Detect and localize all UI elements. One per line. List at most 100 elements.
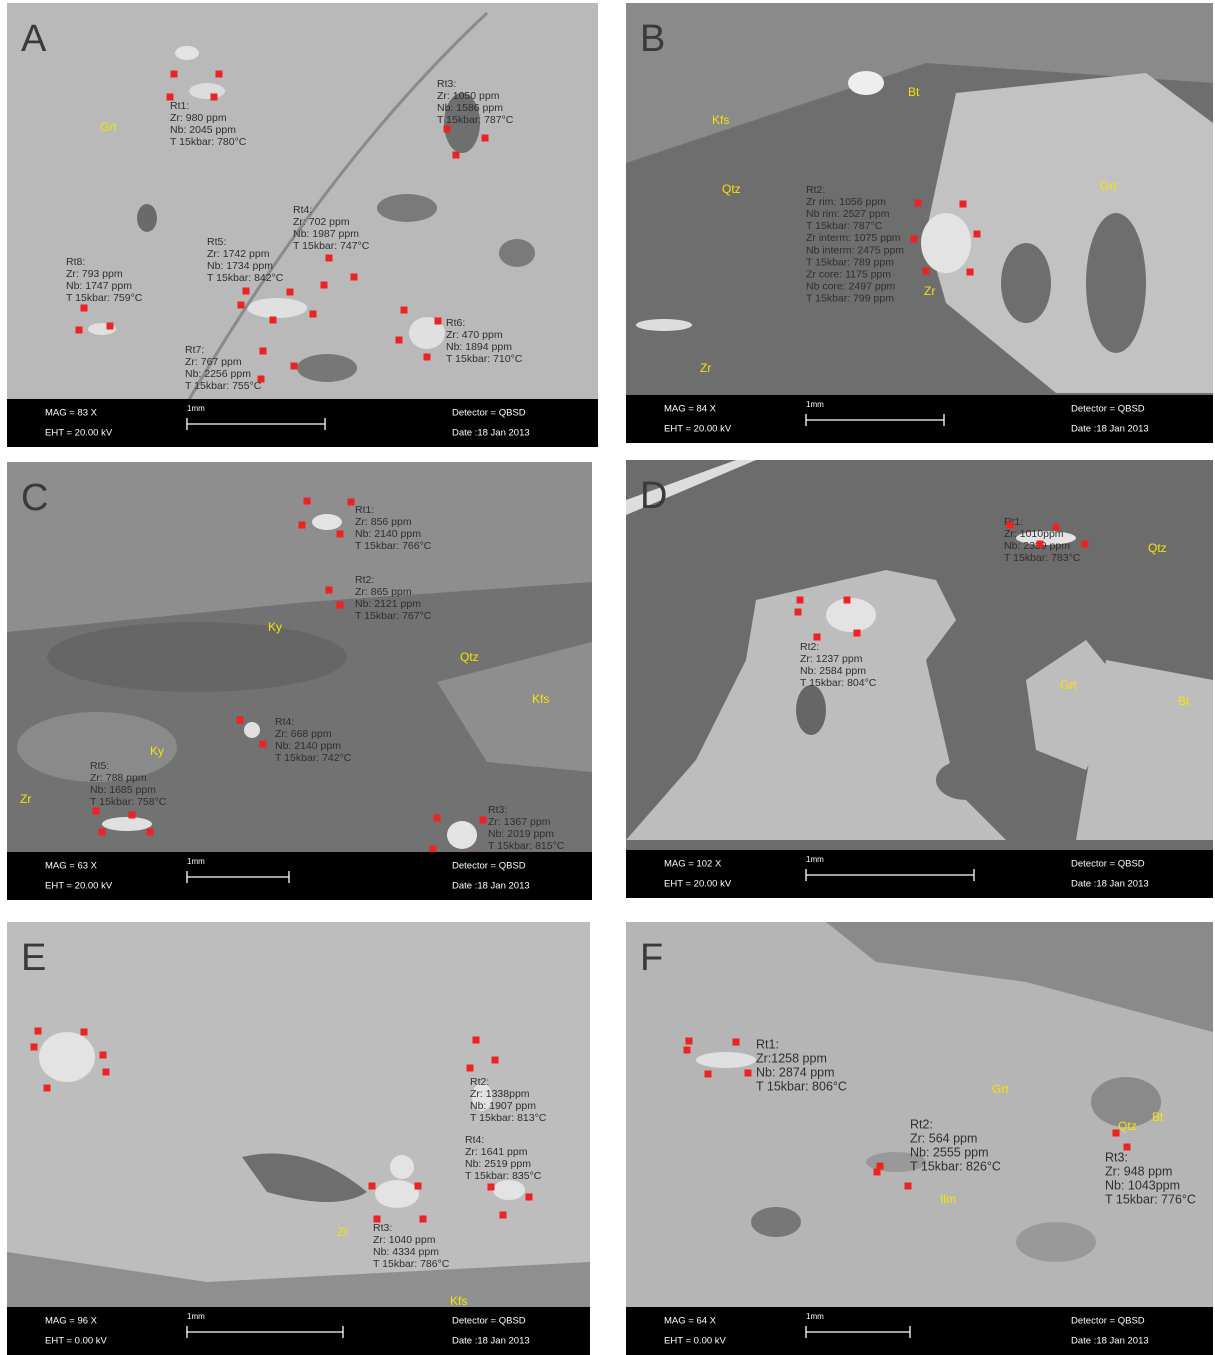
analysis-spot — [81, 1029, 88, 1036]
mineral-label: Ky — [268, 620, 282, 634]
mineral-grain — [47, 622, 347, 692]
detector: Detector = QBSD — [1071, 859, 1145, 870]
info-bar — [626, 1307, 1213, 1355]
rutile-annotation: Nb core: 2497 ppm — [806, 281, 896, 293]
analysis-spot — [854, 630, 861, 637]
mineral-grain — [696, 1052, 756, 1068]
rutile-annotation: Nb: 1747 ppm — [66, 280, 132, 292]
rutile-annotation: T 15kbar: 747°C — [293, 240, 370, 252]
mineral-label: Zr — [337, 1225, 348, 1239]
rutile-annotation: Nb rim: 2527 ppm — [806, 208, 890, 220]
analysis-spot — [430, 846, 437, 853]
rutile-annotation: Zr: 980 ppm — [170, 112, 227, 124]
rutile-annotation: Zr: 1742 ppm — [207, 248, 270, 260]
rutile-annotation: T 15kbar: 804°C — [800, 677, 877, 689]
analysis-spot — [444, 126, 451, 133]
analysis-spot — [337, 602, 344, 609]
analysis-spot — [326, 587, 333, 594]
mineral-label: Grt — [1060, 678, 1077, 692]
rutile-annotation: Nb: 1987 ppm — [293, 228, 359, 240]
mineral-grain — [499, 239, 535, 267]
rutile-annotation: Zr: 1641 ppm — [465, 1146, 528, 1158]
mineral-label: Ky — [150, 744, 164, 758]
rutile-annotation: Zr: 793 ppm — [66, 268, 123, 280]
mineral-grain — [493, 1180, 525, 1200]
magnification: MAG = 102 X — [664, 859, 722, 870]
mineral-grain — [244, 722, 260, 738]
rutile-annotation: Rt3: — [488, 804, 507, 816]
scale-label: 1mm — [187, 857, 205, 866]
analysis-spot — [238, 302, 245, 309]
analysis-spot — [797, 597, 804, 604]
panel-letter: D — [640, 475, 667, 517]
mineral-label: Grt — [992, 1082, 1009, 1096]
analysis-spot — [310, 311, 317, 318]
analysis-spot — [1082, 541, 1089, 548]
analysis-spot — [243, 288, 250, 295]
analysis-spot — [1007, 522, 1014, 529]
mineral-grain — [390, 1155, 414, 1179]
mineral-label: Kfs — [532, 692, 549, 706]
info-bar — [626, 850, 1213, 898]
analysis-spot — [424, 354, 431, 361]
mineral-grain — [1001, 243, 1051, 323]
rutile-annotation: Zr: 470 ppm — [446, 329, 503, 341]
mineral-label: Qtz — [460, 650, 479, 664]
rutile-annotation: Rt4: — [275, 716, 294, 728]
rutile-annotation: Rt4: — [465, 1134, 484, 1146]
mineral-grain — [247, 298, 307, 318]
rutile-annotation: T 15kbar: 786°C — [373, 1258, 450, 1270]
rutile-annotation: Rt6: — [446, 317, 465, 329]
analysis-spot — [291, 363, 298, 370]
rutile-annotation: Zr core: 1175 ppm — [806, 268, 891, 280]
rutile-annotation: Rt7: — [185, 344, 204, 356]
analysis-spot — [216, 71, 223, 78]
mineral-grain — [312, 514, 342, 530]
mineral-grain — [826, 598, 876, 632]
scale-label: 1mm — [806, 400, 824, 409]
mineral-label: Zr — [924, 284, 935, 298]
rutile-annotation: Rt1: — [170, 100, 189, 112]
mineral-grain — [1016, 1222, 1096, 1262]
info-bar — [626, 395, 1213, 443]
mineral-grain — [297, 354, 357, 382]
rutile-annotation: Zr: 1237 ppm — [800, 653, 863, 665]
mineral-label: Zr — [700, 361, 711, 375]
analysis-spot — [967, 269, 974, 276]
analysis-spot — [745, 1070, 752, 1077]
analysis-spot — [453, 152, 460, 159]
analysis-spot — [877, 1163, 884, 1170]
rutile-annotation: Nb: 1907 ppm — [470, 1100, 536, 1112]
analysis-spot — [500, 1212, 507, 1219]
panel-letter: C — [21, 477, 48, 519]
mineral-label: Qtz — [1118, 1119, 1137, 1133]
image-background — [7, 3, 598, 399]
rutile-annotation: T 15kbar: 780°C — [170, 136, 247, 148]
rutile-annotation: T 15kbar: 799 ppm — [806, 293, 894, 305]
rutile-annotation: Zr: 1367 ppm — [488, 816, 551, 828]
analysis-spot — [915, 200, 922, 207]
analysis-spot — [905, 1183, 912, 1190]
rutile-annotation: T 15kbar: 766°C — [355, 540, 432, 552]
magnification: MAG = 64 X — [664, 1316, 717, 1327]
analysis-spot — [337, 531, 344, 538]
mineral-label: Zr — [20, 792, 31, 806]
mineral-label: Grt — [100, 120, 117, 134]
sem-panel: FGrtQtzBtIlmRt1:Zr:1258 ppmNb: 2874 ppmT… — [626, 922, 1213, 1355]
mineral-grain — [377, 194, 437, 222]
rutile-annotation: T 15kbar: 759°C — [66, 292, 143, 304]
rutile-annotation: T 15kbar: 806°C — [756, 1080, 847, 1094]
analysis-spot — [260, 741, 267, 748]
analysis-spot — [401, 307, 408, 314]
rutile-annotation: T 15kbar: 783°C — [1004, 552, 1081, 564]
rutile-annotation: T 15kbar: 842°C — [207, 272, 284, 284]
rutile-annotation: Zr: 948 ppm — [1105, 1164, 1172, 1178]
rutile-annotation: Zr: 1050 ppm — [437, 90, 500, 102]
analysis-spot — [814, 634, 821, 641]
rutile-annotation: Rt5: — [90, 760, 109, 772]
analysis-spot — [795, 609, 802, 616]
analysis-spot — [129, 812, 136, 819]
date: Date :18 Jan 2013 — [452, 1336, 530, 1347]
rutile-annotation: Zr: 564 ppm — [910, 1131, 977, 1145]
